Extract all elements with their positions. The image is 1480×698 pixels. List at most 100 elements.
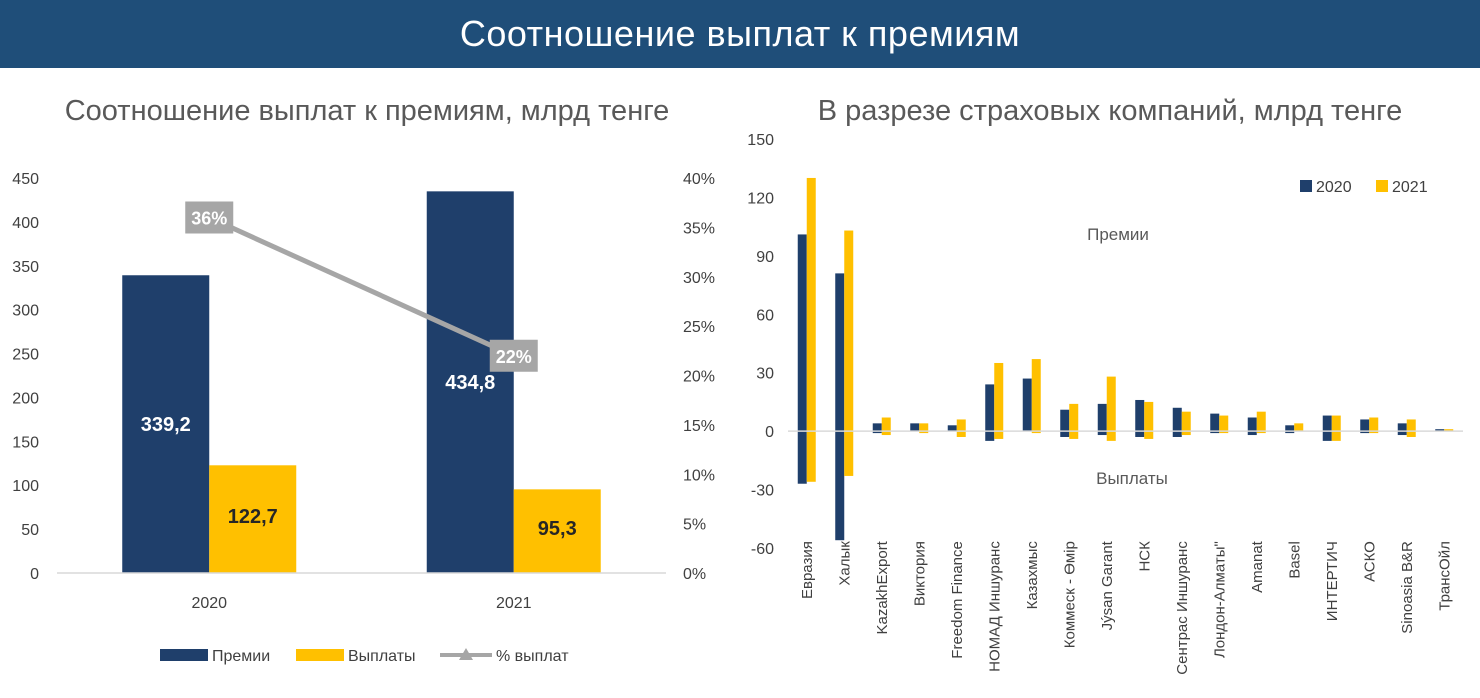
bar-payout-2021 bbox=[1181, 431, 1191, 436]
bar-premium-2021 bbox=[1444, 429, 1454, 432]
x-tick-label: ИНТЕРТИЧ bbox=[1324, 541, 1341, 621]
y-tick-label: 200 bbox=[12, 390, 39, 407]
y2-tick-label: 20% bbox=[683, 369, 715, 386]
ratio-label-box bbox=[185, 201, 234, 234]
bar-premium-2020 bbox=[1172, 407, 1182, 432]
bar-premium-2021 bbox=[919, 423, 929, 432]
x-tick-label: НОМАД Иншуранс bbox=[986, 541, 1003, 672]
bar-premium-2020 bbox=[1247, 417, 1257, 432]
bar-payout-2020 bbox=[835, 431, 845, 541]
x-tick-label: Казахмыс bbox=[1024, 541, 1041, 610]
ratio-label-box bbox=[489, 339, 538, 372]
legend-label-2021: 2021 bbox=[1392, 179, 1428, 196]
bar-payout-2021 bbox=[844, 431, 854, 476]
bar-premium-2020 bbox=[1397, 423, 1407, 432]
y-tick-label: 100 bbox=[12, 478, 39, 495]
bar-premium-2020 bbox=[985, 384, 995, 432]
bar-premium-2021 bbox=[1331, 415, 1341, 432]
bar-premium-2020 bbox=[872, 423, 882, 432]
x-tick-label: Freedom Finance bbox=[949, 541, 966, 659]
annotation-premiums: Премии bbox=[1087, 225, 1149, 244]
bar-premium-2020 bbox=[1285, 425, 1295, 432]
bar-payout-2021 bbox=[1219, 431, 1229, 434]
bar-payout-2021 bbox=[994, 431, 1004, 439]
legend-swatch-2021 bbox=[1376, 180, 1388, 192]
bar-payout-2020 bbox=[1135, 431, 1145, 437]
y-tick-label: 450 bbox=[12, 171, 39, 188]
bar-premium-2021 bbox=[1219, 415, 1229, 432]
bar-payout-2020 bbox=[797, 431, 807, 484]
bar-premium-2021 bbox=[1256, 411, 1266, 432]
y-tick-label: 50 bbox=[21, 522, 39, 539]
y2-tick-label: 5% bbox=[683, 517, 706, 534]
y-tick-label: 120 bbox=[747, 190, 774, 207]
bar-payout-2021 bbox=[1369, 431, 1379, 434]
x-tick-label: Sinoasia B&R bbox=[1399, 541, 1416, 634]
x-tick-label: Коммеск - Өмір bbox=[1061, 541, 1078, 648]
y-tick-label: 350 bbox=[12, 259, 39, 276]
left-chart-title: Соотношение выплат к премиям, млрд тенге bbox=[65, 95, 670, 127]
ratio-line bbox=[208, 215, 515, 359]
ratio-label: 22% bbox=[496, 347, 532, 367]
bar-premium-2021 bbox=[994, 362, 1004, 432]
right-chart: В разрезе страховых компаний, млрд тенге… bbox=[747, 95, 1463, 675]
bar-premium-2021 bbox=[1294, 423, 1304, 432]
bar-premium-2021 bbox=[1144, 401, 1154, 432]
y-tick-label: 150 bbox=[747, 132, 774, 149]
legend-swatch-2020 bbox=[1300, 180, 1312, 192]
ratio-label: 36% bbox=[191, 209, 227, 229]
x-tick-label: Amanat bbox=[1249, 540, 1266, 593]
bar-payouts-2021 bbox=[513, 489, 601, 573]
y-tick-label: 250 bbox=[12, 347, 39, 364]
bar-payout-2021 bbox=[1031, 431, 1041, 434]
y2-tick-label: 30% bbox=[683, 270, 715, 287]
bar-premium-2021 bbox=[1031, 359, 1041, 432]
bar-payout-2020 bbox=[1360, 431, 1370, 434]
bar-premium-2021 bbox=[956, 419, 966, 432]
legend-label-ratio: % выплат bbox=[496, 648, 569, 665]
y2-tick-label: 15% bbox=[683, 418, 715, 435]
bar-payout-2020 bbox=[1060, 431, 1070, 437]
bar-payout-2021 bbox=[806, 431, 816, 482]
y2-tick-label: 10% bbox=[683, 467, 715, 484]
bar-premium-2021 bbox=[1369, 417, 1379, 432]
data-label: 434,8 bbox=[445, 372, 495, 394]
y-tick-label: 0 bbox=[30, 566, 39, 583]
annotation-payouts: Выплаты bbox=[1096, 469, 1168, 488]
y-tick-label: 150 bbox=[12, 434, 39, 451]
y2-tick-label: 0% bbox=[683, 566, 706, 583]
x-tick-label: Basel bbox=[1286, 541, 1303, 579]
bar-payout-2021 bbox=[1069, 431, 1079, 439]
bar-payout-2020 bbox=[1247, 431, 1257, 436]
y-tick-label: 30 bbox=[756, 366, 774, 383]
bar-payout-2020 bbox=[1210, 431, 1220, 434]
legend-label-2020: 2020 bbox=[1316, 179, 1352, 196]
y-tick-label: -60 bbox=[751, 541, 774, 558]
bar-payout-2020 bbox=[1097, 431, 1107, 436]
bar-payouts-2020 bbox=[209, 465, 297, 573]
x-tick-label: 2020 bbox=[191, 595, 227, 612]
y-tick-label: -30 bbox=[751, 483, 774, 500]
bar-payout-2020 bbox=[1172, 431, 1182, 437]
bar-payout-2021 bbox=[1144, 431, 1154, 439]
bar-payout-2020 bbox=[872, 431, 882, 434]
bar-premium-2020 bbox=[1135, 399, 1145, 432]
bar-payout-2021 bbox=[1106, 431, 1116, 441]
x-tick-label: Евразия bbox=[799, 541, 816, 599]
y2-tick-label: 40% bbox=[683, 171, 715, 188]
legend-label-premiums: Премии bbox=[212, 648, 270, 665]
bar-premium-2021 bbox=[806, 177, 816, 432]
bar-payout-2021 bbox=[1331, 431, 1341, 441]
bar-payout-2020 bbox=[1322, 431, 1332, 441]
bar-premium-2021 bbox=[881, 417, 891, 432]
bar-premium-2020 bbox=[1435, 429, 1445, 432]
x-tick-label: Jýsan Garant bbox=[1099, 540, 1116, 630]
bar-premium-2021 bbox=[1069, 403, 1079, 432]
bar-premium-2021 bbox=[844, 230, 854, 432]
y2-tick-label: 35% bbox=[683, 220, 715, 237]
bar-premium-2020 bbox=[797, 234, 807, 432]
x-tick-label: ТрансОйл bbox=[1436, 541, 1453, 611]
bar-payout-2020 bbox=[1397, 431, 1407, 436]
data-label: 95,3 bbox=[538, 518, 577, 540]
x-tick-label: Сентрас Иншуранс bbox=[1174, 541, 1191, 675]
